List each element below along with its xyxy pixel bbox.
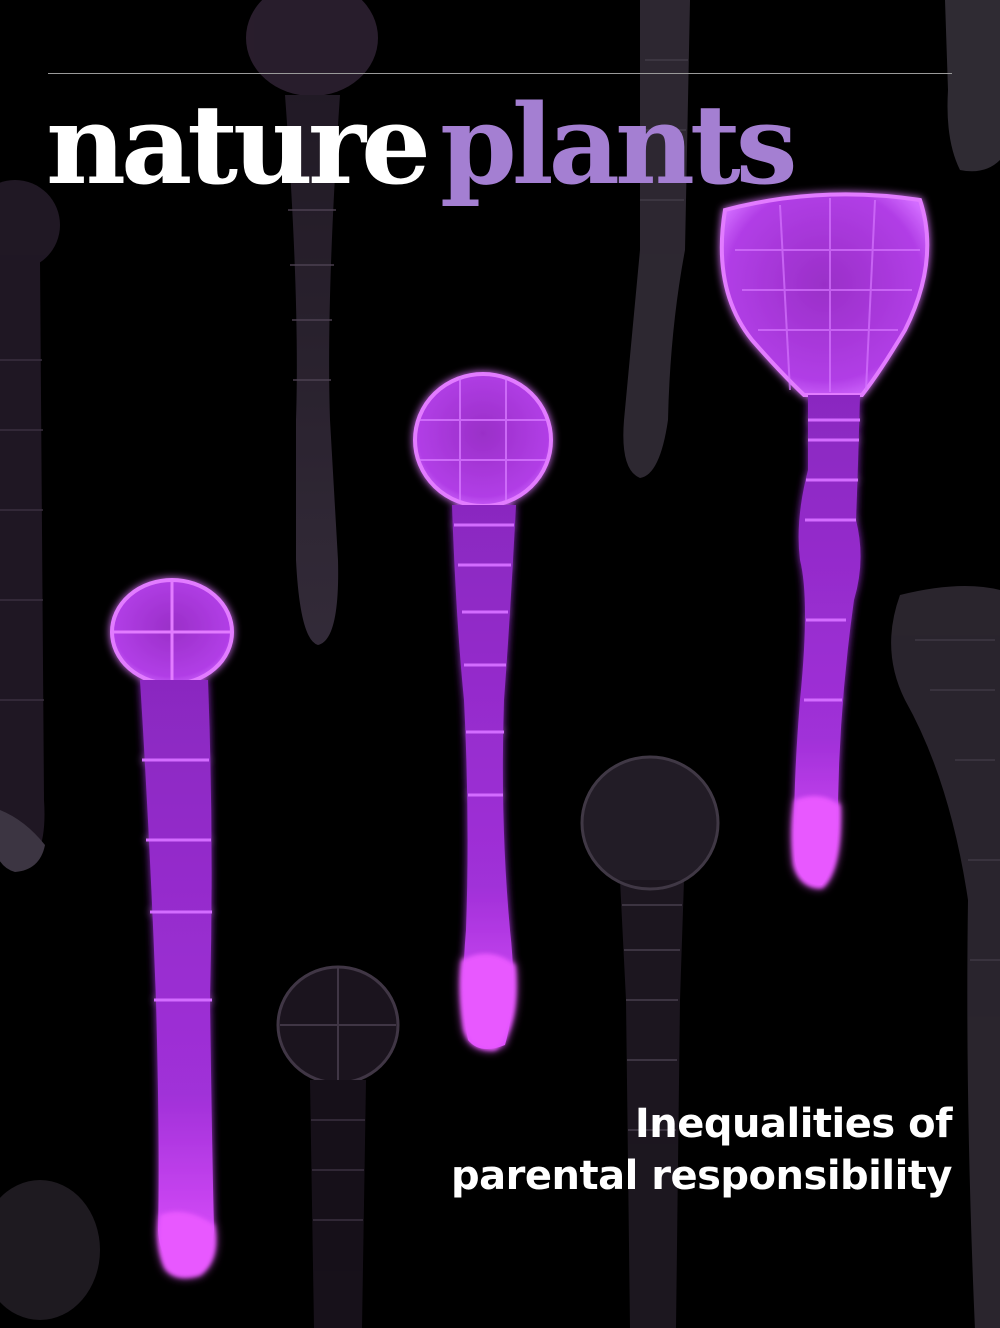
faint-embryo-left-edge — [0, 180, 60, 872]
bright-embryo-center — [413, 372, 553, 1050]
masthead-word-plants: plants — [439, 80, 798, 209]
faint-embryo-right-edge-top — [945, 0, 1000, 172]
cover-headline: Inequalities of parental responsibility — [392, 1098, 952, 1202]
faint-embryo-bottom-center — [276, 965, 400, 1328]
faint-embryo-lower-right — [580, 755, 720, 1328]
cover-headline-line-2: parental responsibility — [451, 1153, 952, 1199]
journal-masthead: nature plants — [46, 70, 798, 220]
bright-embryo-right — [719, 192, 930, 888]
faint-embryo-top-center — [246, 0, 378, 645]
masthead-rule — [48, 73, 952, 74]
bright-embryo-left — [110, 578, 234, 1278]
faint-embryo-right-middle — [891, 586, 1000, 1328]
masthead-word-nature: nature — [46, 80, 431, 209]
faint-embryo-bottom-left — [0, 1180, 100, 1320]
faint-embryo-top-right — [623, 0, 690, 478]
cover-headline-line-1: Inequalities of — [634, 1101, 953, 1147]
